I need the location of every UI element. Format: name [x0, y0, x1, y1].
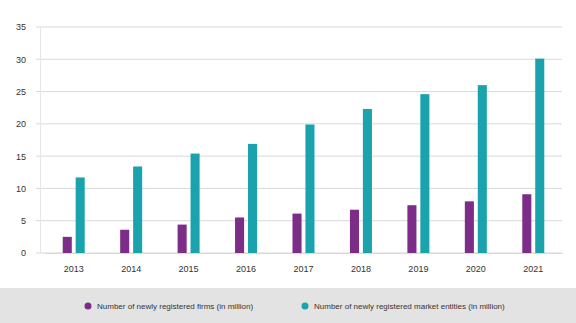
- chart: 0510152025303520132014201520162017201820…: [0, 0, 576, 323]
- legend-swatch: [302, 303, 309, 310]
- x-tick-label: 2014: [121, 264, 141, 274]
- bar: [522, 194, 531, 253]
- y-tick: 0: [21, 248, 40, 258]
- bar: [120, 230, 129, 253]
- bar: [478, 85, 487, 253]
- bar: [235, 217, 244, 253]
- bar: [293, 214, 302, 253]
- legend-item: Number of newly registered firms (in mil…: [85, 302, 254, 311]
- bar: [305, 125, 314, 253]
- grid-line: [36, 59, 562, 60]
- x-tick-label: 2021: [523, 264, 543, 274]
- bar: [420, 94, 429, 253]
- x-tick: 2019: [408, 253, 428, 274]
- y-tick-label: 30: [16, 55, 26, 65]
- x-tick: 2017: [293, 253, 313, 274]
- bar: [133, 166, 142, 253]
- x-tick: 2018: [351, 253, 371, 274]
- x-tick: 2014: [121, 253, 141, 274]
- grid: [36, 27, 562, 253]
- x-axis: 2013 2014 2015 2016 2017 2018 2019 2020 2021: [46, 253, 563, 274]
- bar-series: [63, 194, 532, 253]
- x-tick: 2015: [179, 253, 199, 274]
- x-tick-label: 2019: [408, 264, 428, 274]
- bar-series: [76, 59, 545, 253]
- y-tick-label: 10: [16, 184, 26, 194]
- x-tick: 2016: [236, 253, 256, 274]
- y-tick-label: 35: [16, 22, 26, 32]
- y-tick: 10: [16, 184, 40, 194]
- y-axis-line: [40, 28, 41, 254]
- y-tick: 15: [16, 152, 40, 162]
- bar: [407, 205, 416, 253]
- bar: [191, 154, 200, 253]
- y-tick: 20: [16, 119, 40, 129]
- legend-band: [0, 288, 576, 323]
- bar: [535, 59, 544, 253]
- legend: Number of newly registered firms (in mil…: [0, 288, 576, 323]
- y-axis: 0 5 10 15 20 25 30 35: [16, 22, 41, 258]
- y-tick: 35: [16, 22, 40, 32]
- bar: [178, 225, 187, 253]
- legend-label: Number of newly registered firms (in mil…: [97, 302, 253, 311]
- y-tick: 5: [21, 216, 40, 226]
- bar: [248, 144, 257, 253]
- bar: [63, 237, 72, 253]
- x-tick-label: 2018: [351, 264, 371, 274]
- bar: [76, 177, 85, 253]
- y-tick-label: 5: [21, 216, 26, 226]
- y-tick: 30: [16, 55, 40, 65]
- bar: [350, 210, 359, 253]
- x-axis-line: [46, 253, 563, 254]
- x-tick-label: 2016: [236, 264, 256, 274]
- y-tick-label: 20: [16, 119, 26, 129]
- legend-swatch: [85, 303, 92, 310]
- legend-label: Number of newly registered market entiti…: [314, 302, 505, 311]
- x-tick: 2020: [466, 253, 486, 274]
- x-tick: 2021: [523, 253, 543, 274]
- bar: [465, 201, 474, 253]
- x-tick: 2013: [64, 253, 84, 274]
- bars: [63, 59, 545, 253]
- legend-item: Number of newly registered market entiti…: [302, 302, 506, 311]
- y-tick: 25: [16, 87, 40, 97]
- x-tick-label: 2020: [466, 264, 486, 274]
- x-tick-label: 2013: [64, 264, 84, 274]
- x-tick-label: 2017: [293, 264, 313, 274]
- y-tick-label: 25: [16, 87, 26, 97]
- y-tick-label: 15: [16, 152, 26, 162]
- y-tick-label: 0: [21, 248, 26, 258]
- x-tick-label: 2015: [179, 264, 199, 274]
- grid-line: [36, 27, 562, 28]
- bar: [363, 109, 372, 253]
